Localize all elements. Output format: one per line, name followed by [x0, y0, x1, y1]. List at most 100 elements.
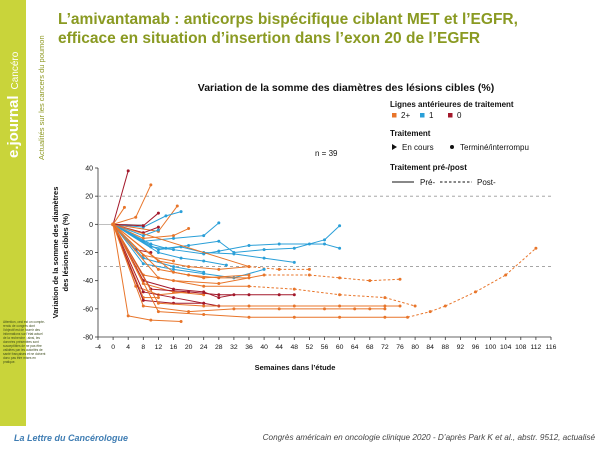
series-12-segment	[203, 252, 234, 255]
series-10-segment	[264, 247, 295, 251]
x-tick-label: 60	[336, 344, 344, 351]
series-33-segment	[407, 311, 431, 318]
series-11-point	[338, 246, 342, 250]
series-4-point	[164, 214, 168, 218]
y-tick-label: 0	[89, 222, 93, 229]
series-33-point	[428, 310, 432, 314]
x-tick-label: 52	[306, 344, 314, 351]
series-31-point	[338, 304, 342, 308]
series-21-segment	[203, 274, 250, 279]
series-13-point	[156, 251, 160, 254]
series-33-point	[338, 315, 342, 319]
series-15-point	[172, 259, 175, 263]
series-12-segment	[264, 257, 295, 263]
x-tick-label: 40	[260, 344, 268, 351]
x-tick-label: 84	[426, 344, 434, 351]
series-23-segment	[112, 224, 159, 279]
series-10-point	[262, 248, 266, 252]
series-11-segment	[248, 243, 280, 246]
series-5-segment	[113, 223, 144, 227]
series-23-segment	[384, 297, 416, 307]
x-tick-label: 108	[515, 344, 527, 351]
series-21-point	[202, 276, 206, 280]
series-10-segment	[188, 240, 219, 246]
series-13-point	[179, 256, 183, 260]
series-11-point	[323, 242, 326, 246]
series-28-point	[172, 296, 175, 300]
series-30-point	[141, 298, 145, 302]
series-19-segment	[203, 273, 234, 279]
x-tick-label: 104	[500, 344, 512, 351]
x-tick-label: 28	[215, 344, 223, 351]
series-17-segment	[188, 266, 219, 270]
x-tick-label: 20	[185, 344, 193, 351]
y-tick-label: -20	[83, 250, 93, 257]
series-9-point	[217, 221, 221, 225]
series-11-point	[247, 243, 251, 247]
series-17-segment	[158, 260, 189, 268]
n-annotation: n = 39	[315, 149, 338, 158]
legend-swatch-1	[420, 113, 425, 118]
series-32-point	[187, 310, 191, 314]
series-17-point	[187, 265, 191, 269]
series-23-segment	[294, 288, 340, 296]
y-tick-label: 20	[85, 194, 93, 201]
legend-status-label-0: En cours	[402, 143, 434, 152]
series-27-point	[217, 293, 221, 297]
legend-swatch-2	[448, 113, 453, 118]
series-28-segment	[173, 297, 204, 304]
y-tick-label: -80	[83, 335, 93, 342]
series-23-segment	[248, 285, 295, 290]
series-31-point	[202, 304, 206, 308]
series-33-point	[202, 312, 206, 316]
series-19-point	[202, 272, 206, 276]
series-12-point	[292, 260, 296, 264]
series-9-segment	[143, 237, 174, 242]
series-8-segment	[143, 235, 174, 239]
x-tick-label: 96	[472, 344, 480, 351]
series-27-segment	[188, 291, 219, 296]
series-34-segment	[112, 224, 129, 316]
series-31-segment	[112, 224, 159, 304]
chart-title: Variation de la somme des diamètres des …	[198, 82, 494, 94]
series-32-segment	[112, 224, 144, 307]
x-tick-label: 116	[546, 344, 557, 351]
series-12-segment	[233, 253, 265, 259]
series-1-point	[149, 183, 153, 187]
x-tick-label: 36	[245, 344, 253, 351]
series-33-point	[474, 290, 477, 294]
series-5-segment	[142, 212, 159, 227]
series-3-point	[175, 204, 179, 208]
series-27-point	[277, 293, 281, 297]
series-26-point	[217, 296, 221, 300]
series-32-point	[368, 307, 372, 311]
series-21-segment	[112, 223, 174, 273]
series-6-point	[156, 225, 160, 229]
series-22-point	[307, 273, 311, 277]
series-26-point	[172, 287, 175, 291]
series-34-point	[149, 318, 153, 322]
series-12-point	[262, 256, 266, 260]
y-axis-label: Variation de la somme des diamètresdes l…	[51, 187, 70, 319]
x-tick-label: 76	[396, 344, 404, 351]
waterfall-spider-chart: Variation de la somme des diamètres des …	[51, 82, 557, 372]
series-27-point	[292, 293, 296, 297]
series-13-point	[224, 263, 228, 267]
series-23-segment	[158, 277, 204, 287]
series-31-point	[156, 301, 160, 305]
series-1-point	[134, 215, 138, 219]
series-23-point	[292, 287, 296, 291]
series-33-point	[504, 273, 508, 277]
series-21-point	[172, 270, 175, 274]
series-22-segment	[218, 274, 265, 284]
series-19-segment	[173, 268, 204, 275]
series-10-point	[338, 224, 342, 228]
series-23-point	[383, 296, 387, 300]
x-tick-label: 4	[126, 344, 130, 351]
series-23-point	[202, 284, 206, 288]
sidebar-green-band: e.journalCancéro	[0, 0, 26, 426]
series-11-point	[217, 249, 221, 253]
disclaimer-text: Attention, ceci est un compte-rendu de c…	[3, 320, 46, 364]
series-22-segment	[173, 280, 219, 284]
series-23-point	[156, 276, 160, 280]
